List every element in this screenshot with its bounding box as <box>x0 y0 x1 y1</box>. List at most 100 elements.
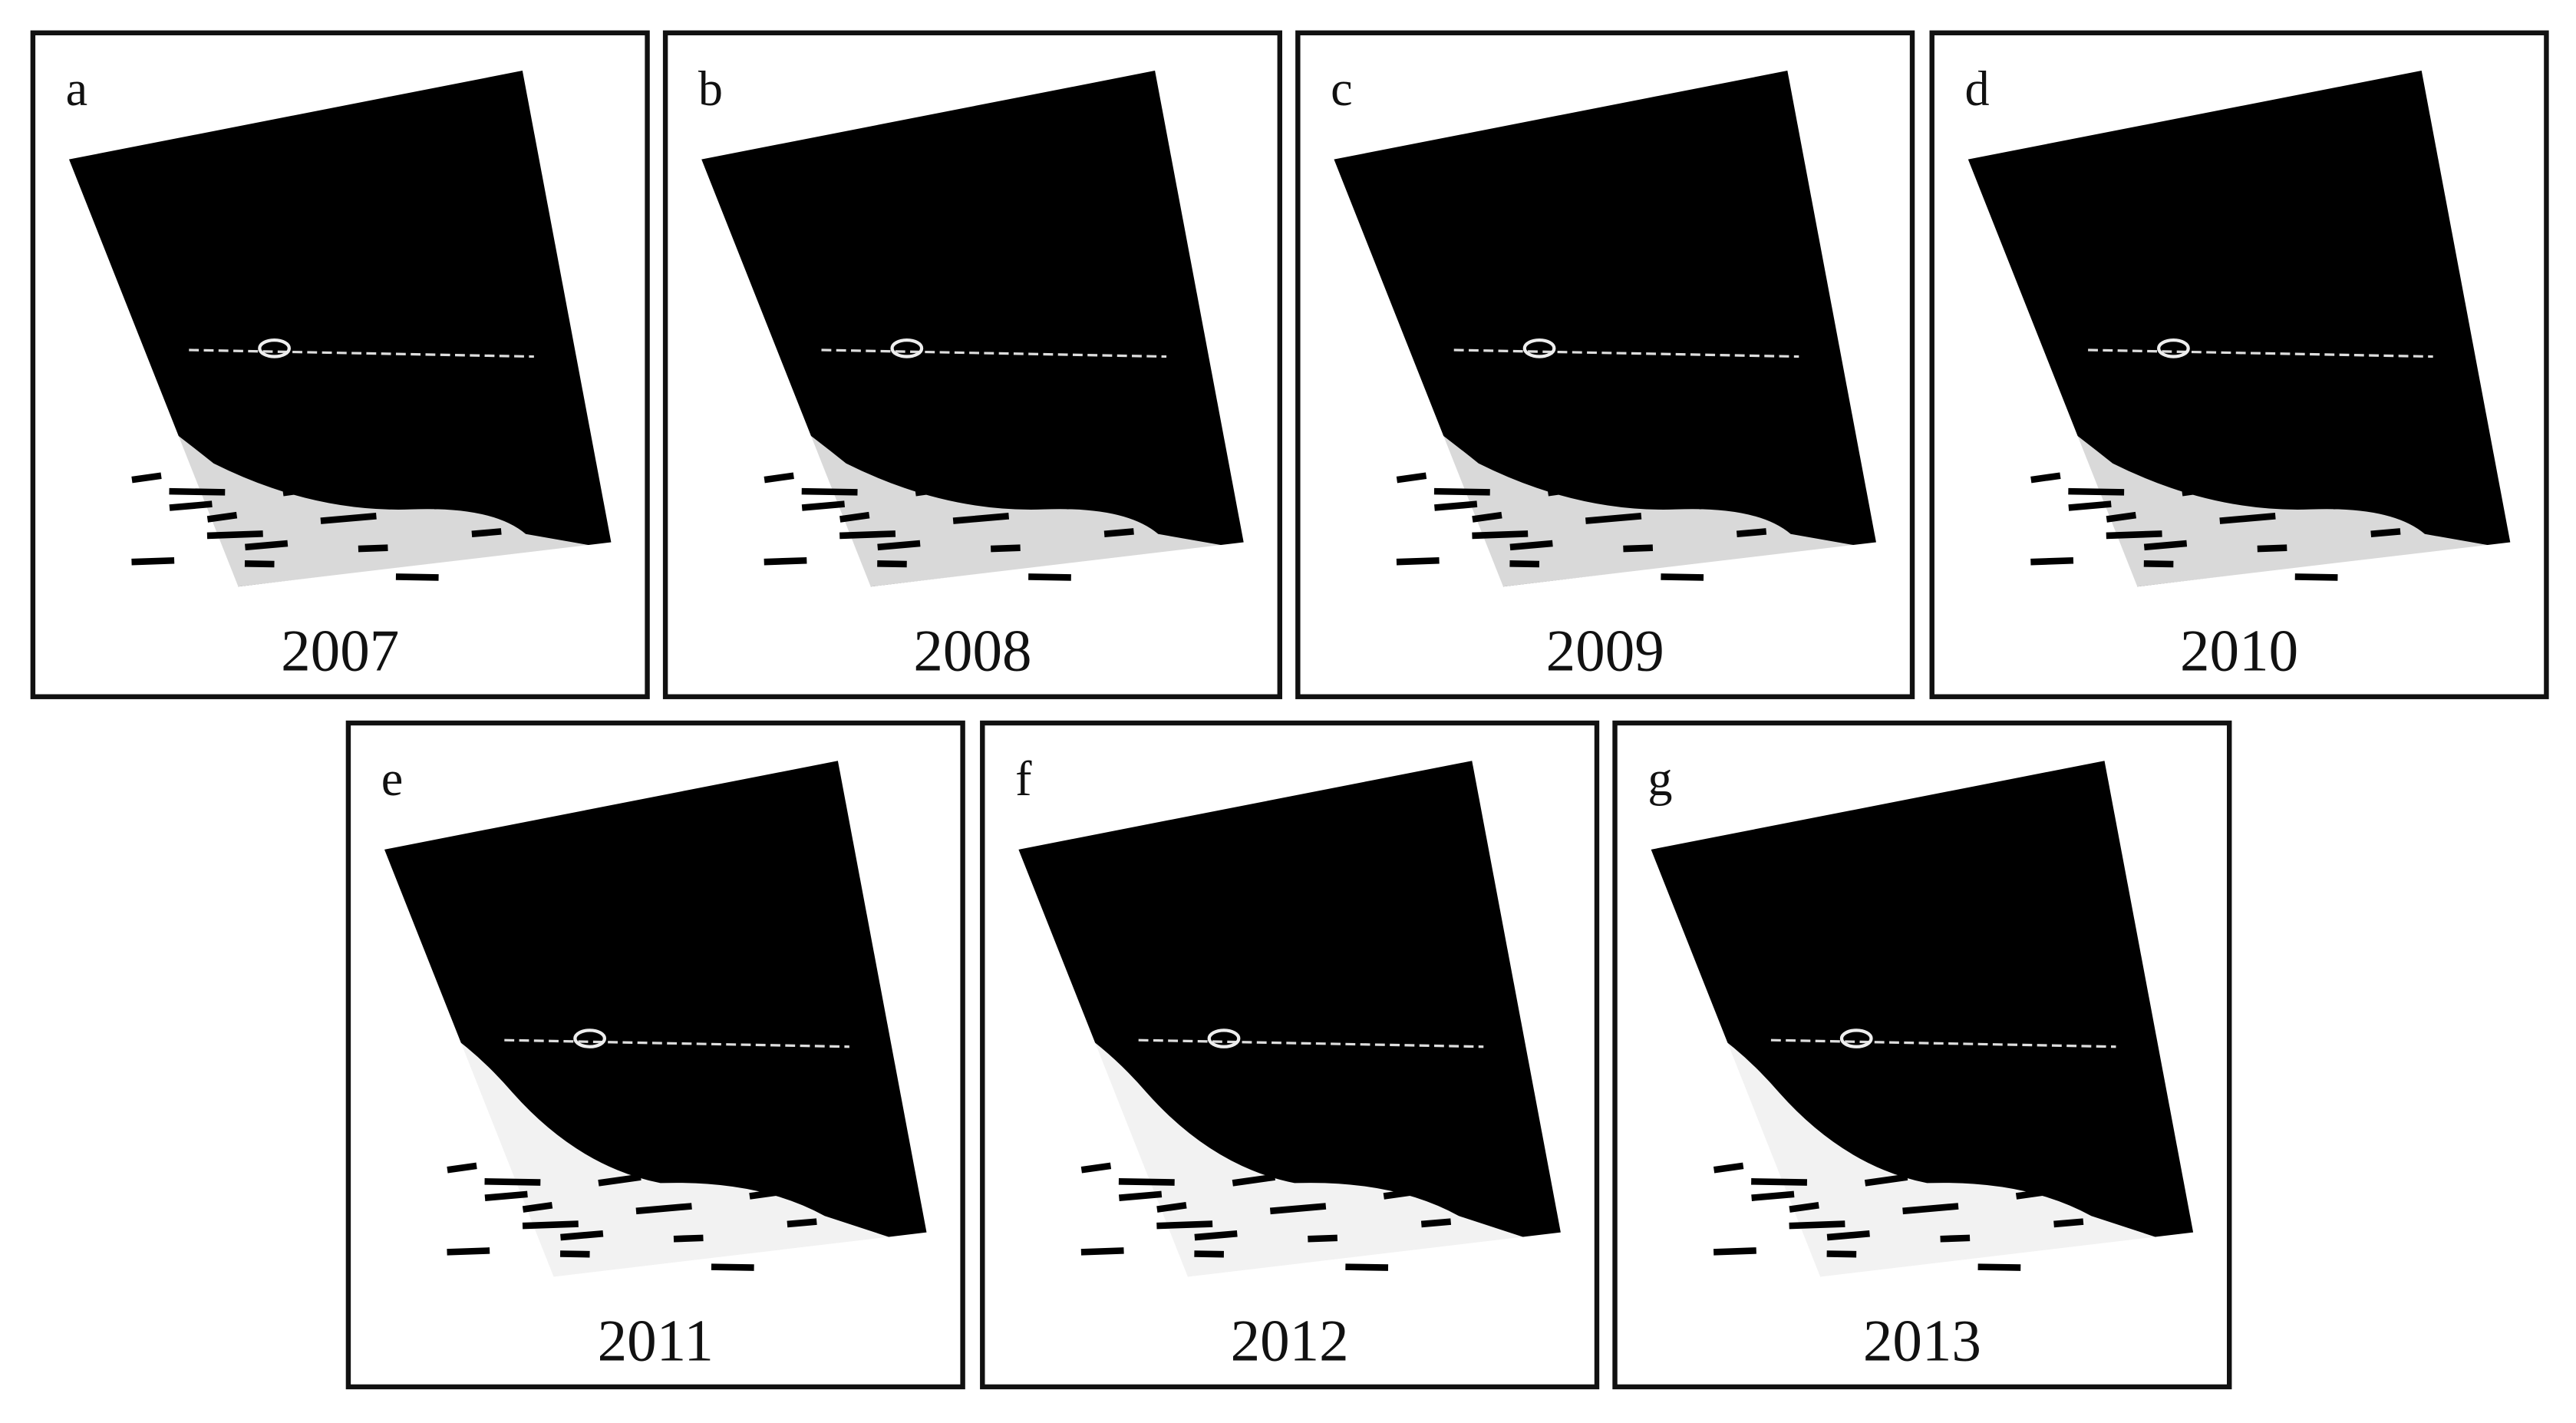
map-panel: a 2007 <box>30 30 650 699</box>
dark-patch <box>991 544 1021 553</box>
panel-letter: f <box>1015 751 1032 806</box>
dark-patch <box>1028 573 1071 581</box>
dark-patch <box>1751 1178 1808 1186</box>
dark-patch <box>1864 1174 1908 1187</box>
dark-patch <box>522 1202 553 1213</box>
map-panel: c 2009 <box>1295 30 1915 699</box>
dark-patch <box>1789 1220 1845 1230</box>
dark-patch <box>560 1230 604 1241</box>
dark-patch <box>395 573 439 581</box>
dark-patch <box>1547 484 1591 497</box>
dark-patch <box>1902 1203 1959 1215</box>
dark-patch <box>1713 1162 1744 1174</box>
dark-patch <box>839 530 896 540</box>
dark-patch <box>2068 500 2112 511</box>
dark-patch <box>1103 528 1134 538</box>
map-panel: b 2008 <box>662 30 1283 699</box>
urban-feature <box>890 338 924 358</box>
dark-patch <box>244 560 275 568</box>
dark-patch <box>484 1190 528 1201</box>
road-feature <box>504 1038 849 1048</box>
dark-patch <box>2106 530 2162 540</box>
map-panel: e 2011 <box>345 720 965 1390</box>
dark-patch <box>1396 472 1427 484</box>
road-feature <box>1770 1038 2116 1048</box>
dark-patch <box>1156 1202 1187 1213</box>
panel-year: 2008 <box>913 617 1031 683</box>
dark-patch <box>522 1220 579 1230</box>
dark-patch <box>1509 560 1540 568</box>
dark-patch <box>2333 494 2390 510</box>
road-feature <box>821 348 1167 358</box>
dark-patch <box>1080 1247 1124 1256</box>
panel-year: 2011 <box>598 1308 714 1374</box>
dark-patch <box>1433 487 1490 496</box>
dark-patch <box>1118 1178 1175 1186</box>
dark-patch <box>1472 511 1502 523</box>
urban-feature <box>2157 338 2190 358</box>
dark-patch <box>801 500 845 511</box>
dark-patch <box>1345 1263 1389 1271</box>
dark-patch <box>801 487 858 496</box>
urban-feature <box>258 338 291 358</box>
dark-patch <box>2182 484 2225 497</box>
dark-patch <box>1232 1174 1276 1187</box>
dark-patch <box>1118 1190 1163 1201</box>
dark-patch <box>2219 513 2276 524</box>
dark-patch <box>131 556 175 566</box>
panel-letter: b <box>698 61 723 116</box>
dark-patch <box>447 1162 477 1174</box>
panel-letter: a <box>66 61 88 116</box>
dark-patch <box>169 487 226 496</box>
land-cover-area <box>1974 361 2491 587</box>
dark-patch <box>1661 573 1704 581</box>
land-cover-area <box>707 361 1225 587</box>
dark-patch <box>877 540 921 551</box>
dark-patch <box>282 484 326 497</box>
dark-patch <box>1713 1247 1756 1256</box>
panel-year: 2013 <box>1863 1308 1981 1374</box>
dark-patch <box>2370 528 2401 538</box>
urban-feature <box>1207 1028 1241 1048</box>
dark-patch <box>1194 1230 1238 1241</box>
road-feature <box>189 348 534 358</box>
map-panel: g 2013 <box>1612 720 2232 1390</box>
dark-patch <box>1066 494 1123 510</box>
dark-patch <box>1194 1250 1224 1258</box>
dark-patch <box>447 1247 490 1256</box>
dark-patch <box>1698 494 1755 510</box>
land-cover-area <box>75 361 592 587</box>
dark-patch <box>1383 1185 1440 1200</box>
dark-patch <box>2143 560 2174 568</box>
dark-patch <box>1826 1230 1870 1241</box>
dark-patch <box>559 1250 590 1258</box>
dark-patch <box>711 1263 754 1271</box>
road-feature <box>2088 348 2433 358</box>
dark-patch <box>1434 500 1478 511</box>
dark-patch <box>2257 544 2287 553</box>
dark-patch <box>1826 1250 1857 1258</box>
dark-patch <box>787 1218 817 1228</box>
dark-patch <box>1736 528 1767 538</box>
panel-letter: e <box>381 751 404 806</box>
dark-patch <box>434 494 490 510</box>
dark-patch <box>952 513 1010 524</box>
dark-patch <box>764 556 807 566</box>
dark-patch <box>245 540 289 551</box>
dark-patch <box>1156 1220 1213 1230</box>
dark-patch <box>1509 540 1553 551</box>
dark-patch <box>484 1178 541 1186</box>
dark-patch <box>1623 544 1654 553</box>
dark-patch <box>358 544 388 553</box>
dark-patch <box>471 528 502 538</box>
dark-patch <box>131 472 162 484</box>
dark-patch <box>877 560 907 568</box>
dark-patch <box>2030 556 2074 566</box>
dark-patch <box>1789 1202 1819 1213</box>
dark-patch <box>915 484 958 497</box>
dark-patch <box>1751 1190 1795 1201</box>
dark-patch <box>206 511 238 523</box>
dark-patch <box>2053 1218 2084 1228</box>
map-panel: d 2010 <box>1929 30 2549 699</box>
